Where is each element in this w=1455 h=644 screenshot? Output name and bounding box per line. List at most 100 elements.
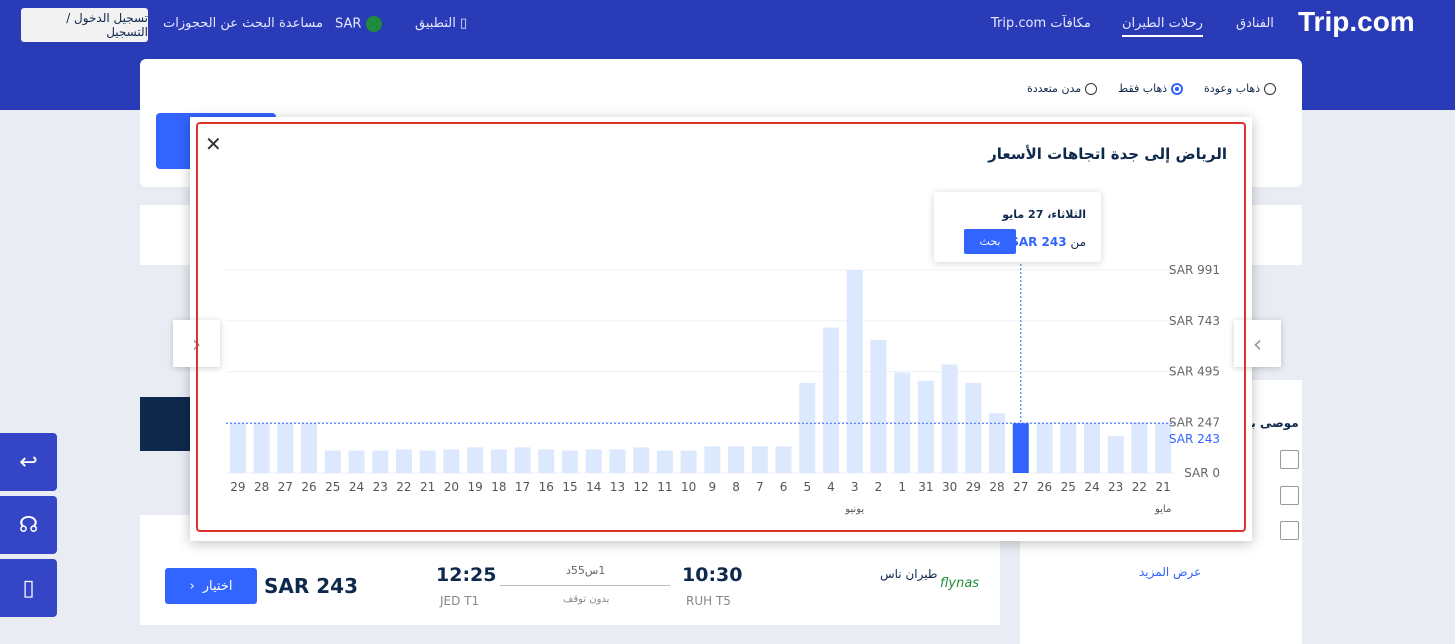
trip-logo[interactable]: Trip.com bbox=[1298, 6, 1415, 37]
duration: 1س55د bbox=[566, 564, 606, 577]
chart-bar bbox=[562, 450, 579, 473]
back-button[interactable]: ↩ bbox=[0, 433, 57, 491]
chart-bar bbox=[704, 446, 721, 473]
app-link[interactable]: ▯ التطبيق bbox=[415, 16, 468, 31]
x-tick-label: 22 bbox=[1132, 480, 1147, 494]
filter-checkbox[interactable] bbox=[1280, 521, 1299, 540]
x-tick-label: 15 bbox=[562, 480, 577, 494]
find-bookings-link[interactable]: البحث عن الحجوزات bbox=[163, 16, 275, 31]
x-tick-label: 27 bbox=[1013, 480, 1028, 494]
chart-next-button[interactable]: › bbox=[1234, 320, 1281, 367]
x-tick-label: 28 bbox=[989, 480, 1004, 494]
x-tick-label: 8 bbox=[732, 480, 740, 494]
chart-prev-button[interactable]: ‹ bbox=[173, 320, 220, 367]
depart-airport: RUH T5 bbox=[686, 594, 731, 608]
x-tick-label: 10 bbox=[681, 480, 696, 494]
y-tick-label: SAR 991 bbox=[1169, 263, 1220, 277]
chart-bar bbox=[585, 449, 602, 473]
chart-bar bbox=[490, 449, 507, 473]
arrive-time: 12:25 bbox=[436, 564, 497, 586]
radio-icon bbox=[1084, 83, 1097, 95]
trip-multi[interactable]: مدن متعددة bbox=[1027, 82, 1097, 95]
x-tick-label: 17 bbox=[515, 480, 530, 494]
x-tick-label: 14 bbox=[586, 480, 601, 494]
chart-bar bbox=[419, 450, 436, 473]
nav-rewards[interactable]: مكافآت Trip.com bbox=[991, 16, 1091, 31]
login-button[interactable]: تسجيل الدخول / التسجيل bbox=[21, 8, 148, 42]
currency-selector[interactable]: SAR bbox=[335, 16, 382, 32]
help-link[interactable]: مساعدة bbox=[279, 16, 323, 31]
x-tick-label: 29 bbox=[230, 480, 245, 494]
route-line bbox=[500, 585, 670, 586]
chart-bar bbox=[1131, 422, 1148, 473]
x-tick-label: 16 bbox=[539, 480, 554, 494]
x-tick-label: 23 bbox=[373, 480, 388, 494]
tooltip-date: الثلاثاء، 27 مايو bbox=[1002, 208, 1086, 221]
tooltip-search-button[interactable]: بحث bbox=[964, 229, 1016, 254]
chart-bar bbox=[514, 447, 531, 473]
x-tick-label: 1 bbox=[898, 480, 906, 494]
support-button[interactable]: ☊ bbox=[0, 496, 57, 554]
select-flight-button[interactable]: اختيار ‹ bbox=[165, 568, 257, 604]
result-price: SAR 243 bbox=[264, 574, 358, 598]
mobile-icon: ▯ bbox=[22, 575, 35, 601]
x-tick-label: 6 bbox=[780, 480, 788, 494]
recommended-label: موصى به bbox=[1244, 416, 1299, 430]
x-tick-label: 22 bbox=[396, 480, 411, 494]
phone-icon: ▯ bbox=[460, 16, 468, 31]
trip-round[interactable]: ذهاب وعودة bbox=[1204, 82, 1276, 95]
filter-checkbox[interactable] bbox=[1280, 450, 1299, 469]
price-tooltip: الثلاثاء، 27 مايو من SAR 243 بحث bbox=[934, 192, 1101, 262]
y-tick-label: SAR 495 bbox=[1169, 365, 1220, 379]
modal-title: الرياض إلى جدة اتجاهات الأسعار bbox=[988, 145, 1227, 163]
x-tick-label: 12 bbox=[634, 480, 649, 494]
chart-bar bbox=[680, 450, 697, 473]
x-tick-label: 26 bbox=[1037, 480, 1052, 494]
x-tick-label: 20 bbox=[444, 480, 459, 494]
chart-bar bbox=[965, 382, 982, 473]
month-label: مايو bbox=[1154, 504, 1171, 515]
show-more-link[interactable]: عرض المزيد bbox=[1139, 565, 1202, 579]
x-tick-label: 26 bbox=[301, 480, 316, 494]
chevron-left-icon: ‹ bbox=[189, 578, 195, 594]
x-tick-label: 11 bbox=[657, 480, 672, 494]
reference-label: SAR 243 bbox=[1169, 432, 1220, 446]
chart-bar bbox=[609, 449, 626, 473]
price-trend-chart: SAR 243 21222324252627282930311234567891… bbox=[226, 260, 1220, 515]
nav-hotels[interactable]: الفنادق bbox=[1236, 16, 1274, 31]
chart-bar bbox=[775, 446, 792, 473]
x-tick-label: 24 bbox=[349, 480, 364, 494]
x-tick-label: 21 bbox=[1155, 480, 1170, 494]
radio-icon bbox=[1263, 83, 1276, 95]
chart-bar bbox=[538, 449, 555, 473]
headset-icon: ☊ bbox=[18, 512, 39, 538]
filter-checkbox[interactable] bbox=[1280, 486, 1299, 505]
chart-bar bbox=[1060, 423, 1077, 473]
trip-oneway[interactable]: ذهاب فقط bbox=[1118, 82, 1183, 95]
chart-bar bbox=[443, 449, 460, 473]
chart-bar bbox=[1107, 436, 1124, 473]
chart-bar bbox=[941, 364, 958, 473]
chart-bar bbox=[870, 339, 887, 473]
y-tick-label: SAR 247 bbox=[1169, 415, 1220, 429]
chart-bar bbox=[1036, 423, 1053, 473]
chevron-right-icon: › bbox=[1252, 329, 1263, 358]
flag-icon bbox=[365, 16, 382, 32]
month-label: يونيو bbox=[844, 504, 864, 515]
chart-bar bbox=[656, 450, 673, 473]
chevron-left-icon: ‹ bbox=[191, 329, 202, 358]
x-tick-label: 4 bbox=[827, 480, 835, 494]
app-button[interactable]: ▯ bbox=[0, 559, 57, 617]
close-icon[interactable]: ✕ bbox=[205, 132, 222, 156]
x-tick-label: 5 bbox=[803, 480, 811, 494]
chart-bar bbox=[799, 382, 816, 473]
chart-bar bbox=[277, 423, 294, 473]
chart-bar bbox=[348, 450, 365, 473]
nav-flights[interactable]: رحلات الطيران bbox=[1122, 16, 1203, 37]
chart-bar bbox=[989, 413, 1006, 473]
chart-bar bbox=[229, 423, 246, 473]
reply-icon: ↩ bbox=[19, 449, 38, 475]
chart-bar bbox=[467, 447, 484, 473]
x-tick-label: 28 bbox=[254, 480, 269, 494]
x-tick-label: 27 bbox=[278, 480, 293, 494]
